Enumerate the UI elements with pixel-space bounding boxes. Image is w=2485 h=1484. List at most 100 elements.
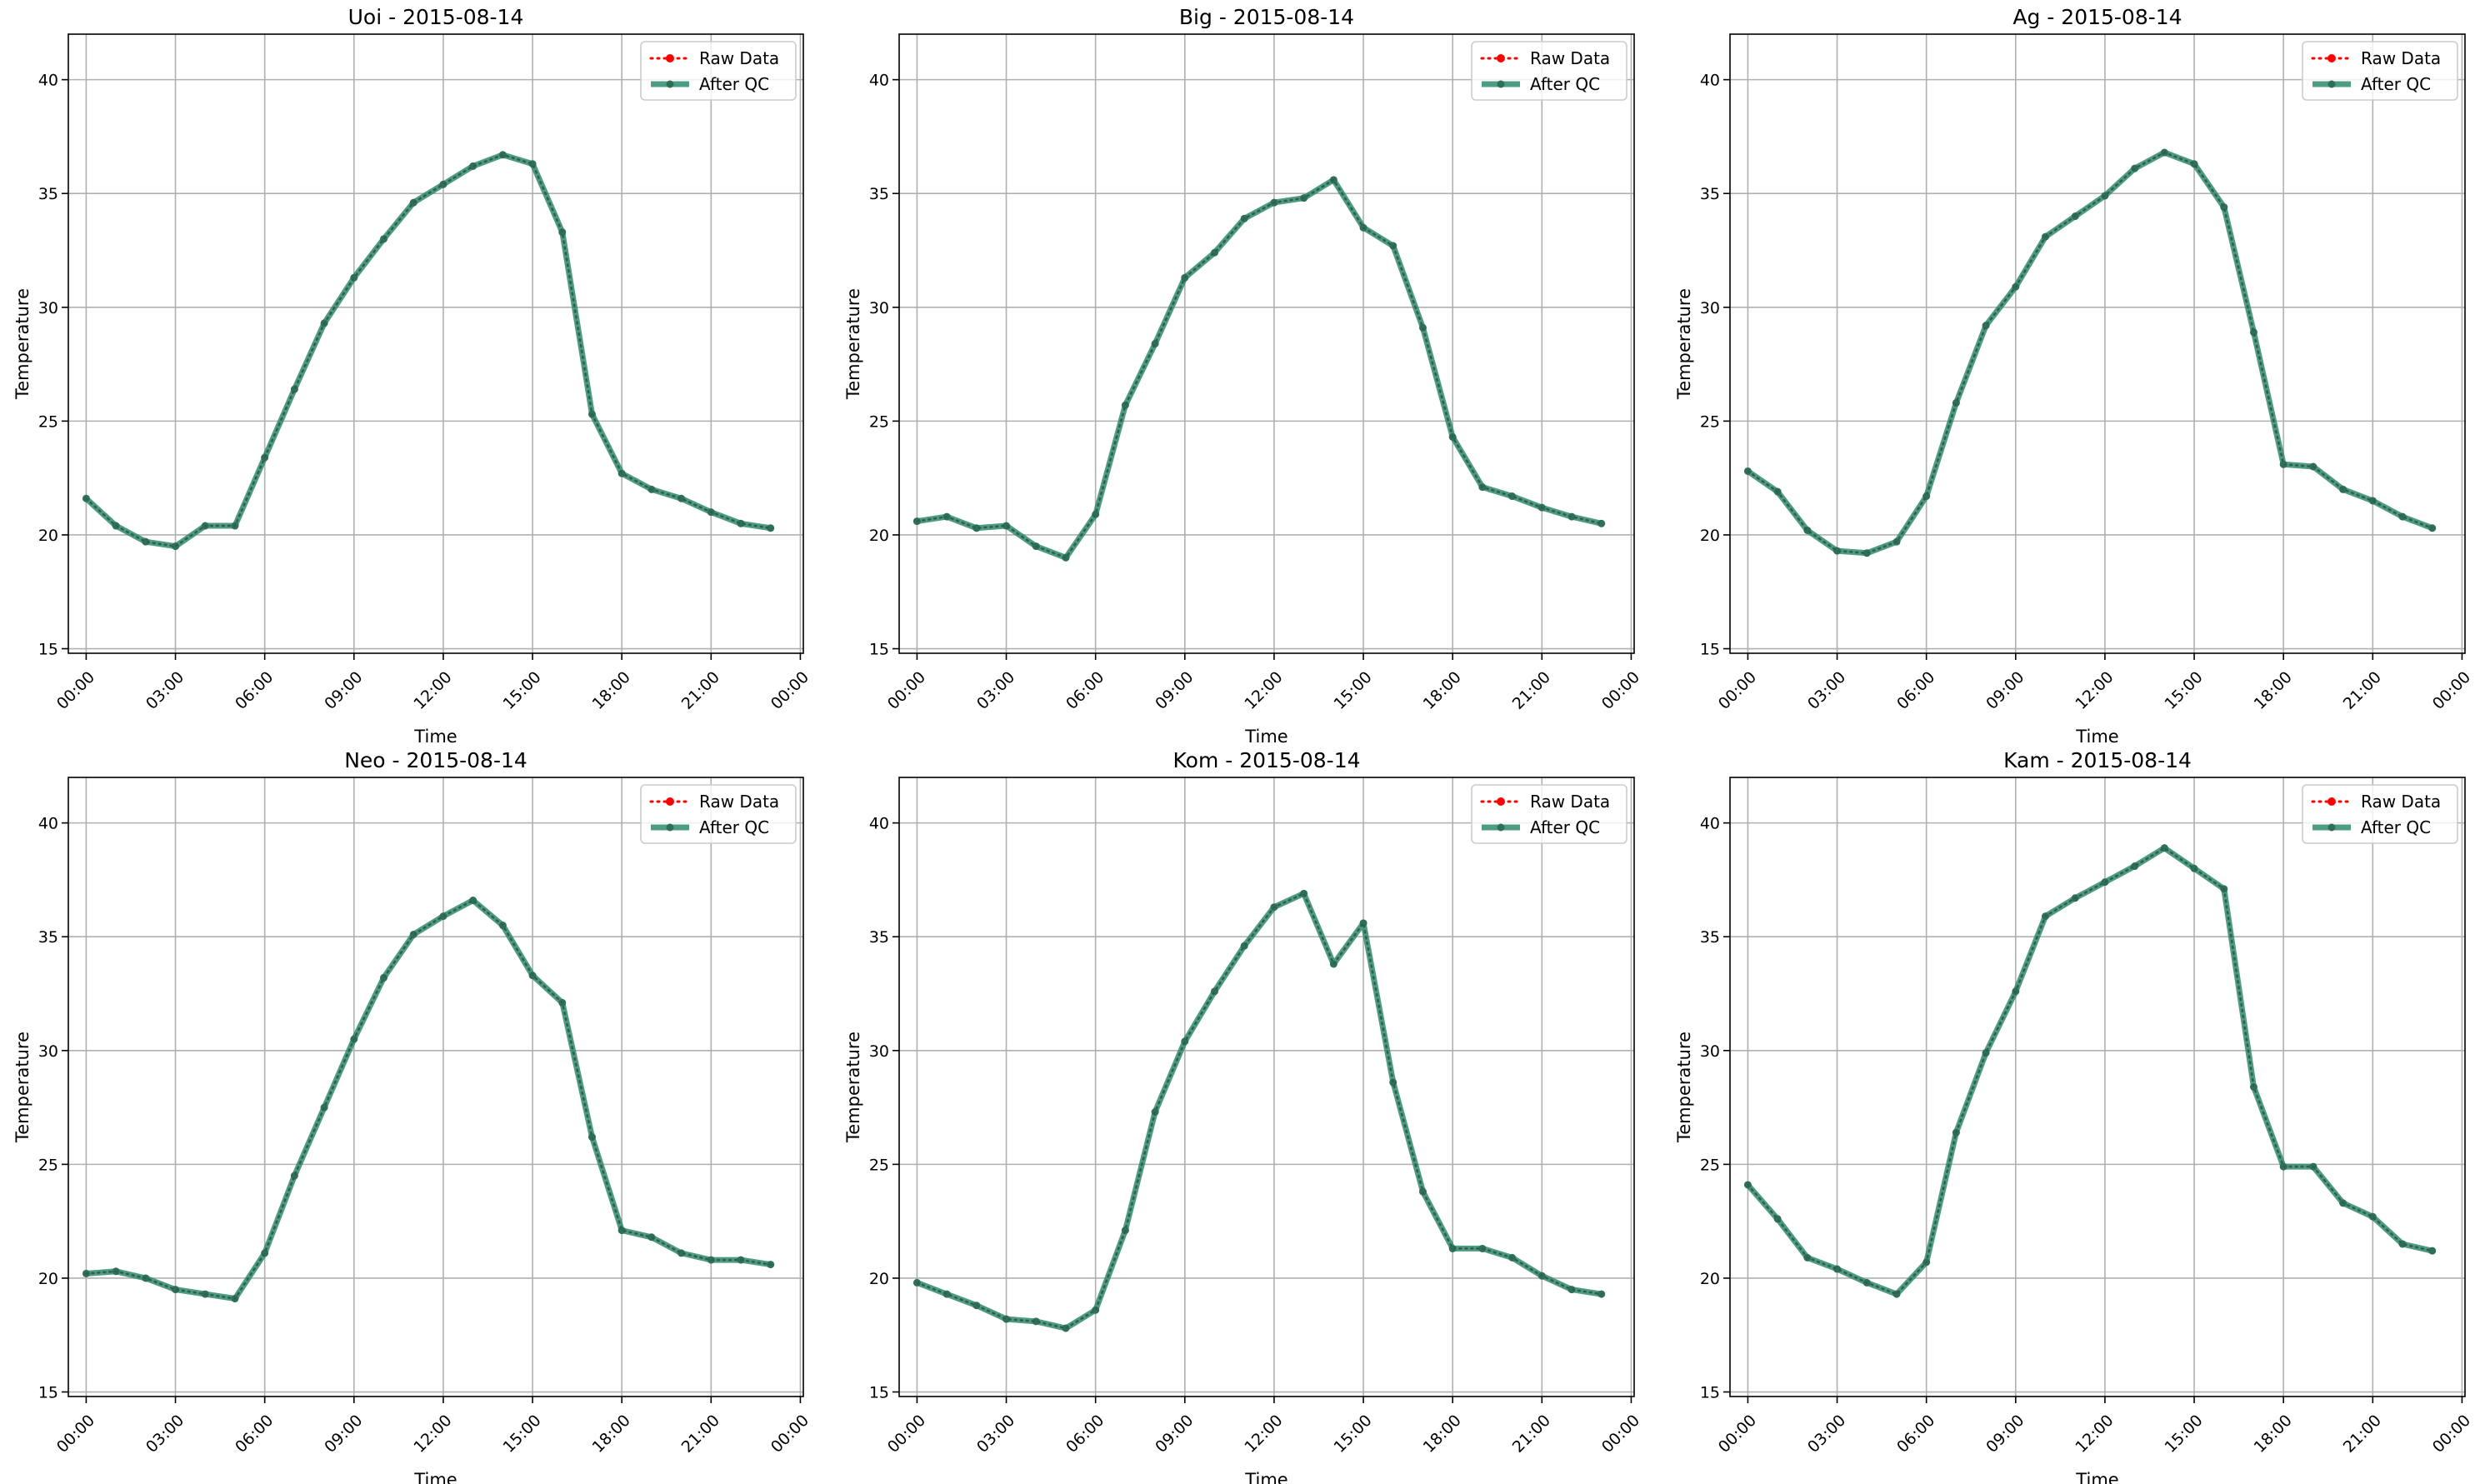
x-tick-label: 18:00 [589,668,634,713]
x-tick-label: 09:00 [321,1412,366,1457]
y-axis-label: Temperature [1674,288,1694,400]
y-tick-label: 25 [1700,412,1720,431]
x-tick-label: 00:00 [1598,668,1643,713]
x-tick-label: 03:00 [973,668,1018,713]
series-line-after-qc [86,897,772,1302]
plot-frame [898,33,1635,654]
x-tick-label: 15:00 [1330,1412,1375,1457]
chart-title: Ag - 2015-08-14 [2012,5,2182,29]
series-line-raw-data [1746,846,2434,1296]
point-after-qc [1952,399,1960,407]
legend-marker-after-qc [666,823,674,832]
point-after-qc [290,385,298,393]
y-tick-label: 35 [38,928,58,947]
x-tick-label: 06:00 [232,668,277,713]
x-tick-label: 09:00 [321,668,366,713]
x-tick-label: 00:00 [884,668,929,713]
y-tick-label: 25 [38,412,58,431]
y-tick-label: 20 [1700,527,1720,545]
legend-label-raw-data: Raw Data [1530,48,1610,68]
x-tick-label: 09:00 [1152,1412,1197,1457]
legend-marker-raw-data [1497,797,1505,806]
series-line-overlay [1747,151,2433,554]
series-line-raw-data [84,898,772,1301]
point-after-qc [618,1227,626,1235]
x-tick-label: 00:00 [2429,668,2474,713]
legend: Raw Data After QC [640,41,797,101]
series-line-after-qc [1745,845,2433,1297]
x-tick-label: 21:00 [2340,668,2385,713]
series-line-raw-data [915,177,1603,560]
point-after-qc [1508,492,1517,501]
x-tick-label: 21:00 [1509,1412,1554,1457]
point-after-qc [290,1172,298,1180]
x-axis-label: Time [2075,727,2118,747]
x-tick-label: 18:00 [1420,668,1465,713]
plot-frame [1729,33,2466,654]
x-tick-label: 09:00 [1152,668,1197,713]
point-after-qc [1121,401,1129,409]
legend-label-after-qc: After QC [1530,817,1600,837]
y-axis-label: Temperature [12,288,32,400]
x-tick-label: 00:00 [768,1412,812,1457]
chart-title: Neo - 2015-08-14 [344,748,528,772]
chart-title: Big - 2015-08-14 [1179,5,1354,29]
point-after-qc [767,524,775,532]
subplot-1: 00:00 03:00 06:00 09:00 12:00 15:00 18:00 21:00… [12,5,812,747]
legend-marker-after-qc [1497,823,1505,832]
subplot-3: 00:00 03:00 06:00 09:00 12:00 15:00 18:00 21:00… [1674,5,2474,747]
y-tick-label: 40 [1700,815,1720,833]
x-tick-label: 00:00 [1715,1412,1760,1457]
y-tick-label: 30 [869,299,889,317]
x-tick-label: 06:00 [1062,668,1108,713]
legend-label-raw-data: Raw Data [699,792,779,812]
x-tick-label: 00:00 [768,668,812,713]
chart-title: Uoi - 2015-08-14 [348,5,524,29]
x-tick-label: 00:00 [884,1412,929,1457]
x-tick-label: 18:00 [2251,1412,2296,1457]
y-tick-label: 15 [38,1384,58,1402]
y-tick-label: 40 [38,815,58,833]
x-tick-label: 06:00 [1893,668,1938,713]
point-after-qc [1833,1265,1842,1273]
legend-marker-raw-data [2328,797,2336,806]
y-axis-label: Temperature [843,1032,863,1143]
point-after-qc [1002,1315,1011,1323]
point-after-qc [1300,889,1308,897]
y-tick-label: 20 [869,1270,889,1288]
x-tick-label: 12:00 [2072,1412,2117,1457]
series-line-overlay [85,153,772,547]
x-axis-label: Time [413,1470,457,1484]
x-tick-label: 09:00 [1982,668,2028,713]
point-after-qc [1448,1244,1457,1252]
y-tick-label: 15 [869,1384,889,1402]
x-tick-label: 12:00 [1241,668,1286,713]
y-tick-label: 25 [869,412,889,431]
point-after-qc [528,160,537,168]
y-tick-label: 35 [869,185,889,203]
y-axis-label: Temperature [12,1032,32,1143]
point-after-qc [2368,497,2377,505]
point-after-qc [1151,340,1159,347]
subplot-2: 00:00 03:00 06:00 09:00 12:00 15:00 18:00 21:00… [843,5,1643,747]
point-after-qc [737,519,745,527]
x-tick-label: 00:00 [1598,1412,1643,1457]
series-line-after-qc [84,152,772,550]
y-tick-label: 35 [1700,185,1720,203]
legend: Raw Data After QC [2302,41,2458,101]
y-tick-label: 15 [1700,641,1720,659]
legend-label-after-qc: After QC [699,74,769,94]
point-after-qc [2249,328,2258,337]
legend-label-raw-data: Raw Data [1530,792,1610,812]
plot-frame [68,777,804,1397]
x-tick-label: 15:00 [499,668,544,713]
y-tick-label: 15 [869,641,889,659]
x-tick-label: 15:00 [1330,668,1375,713]
legend-marker-after-qc [1497,80,1505,88]
x-tick-label: 18:00 [1420,1412,1465,1457]
plot-frame [1729,777,2466,1397]
point-after-qc [2279,460,2288,468]
series-line-after-qc [1746,149,2433,557]
legend-marker-after-qc [666,80,674,88]
x-tick-label: 18:00 [2251,668,2296,713]
